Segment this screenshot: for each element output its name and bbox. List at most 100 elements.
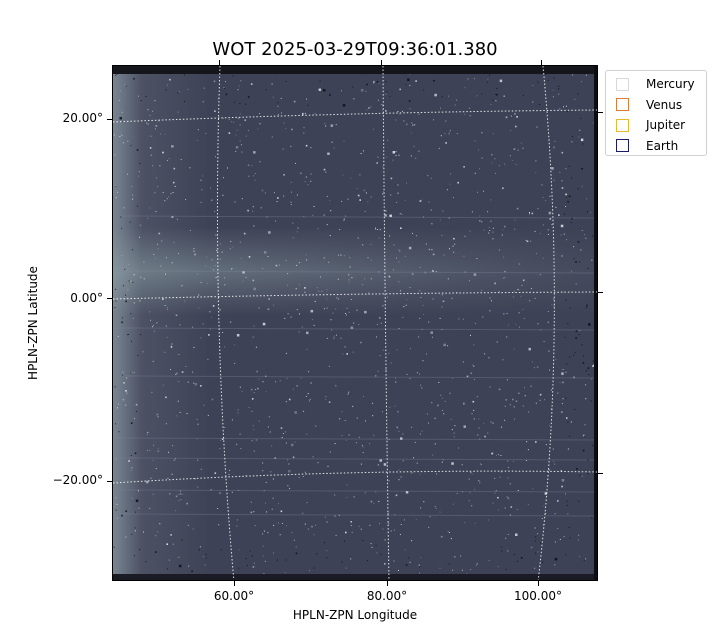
- noise-dot: [125, 510, 127, 512]
- noise-dot: [272, 552, 274, 554]
- noise-dot: [507, 534, 509, 535]
- noise-dot: [509, 155, 511, 157]
- noise-dot: [115, 423, 117, 425]
- noise-dot: [434, 506, 436, 508]
- noise-dot: [191, 570, 193, 573]
- noise-dot: [388, 480, 390, 482]
- noise-dot: [231, 268, 232, 270]
- noise-dot: [445, 120, 447, 122]
- noise-dot: [336, 334, 337, 336]
- noise-dot: [152, 360, 154, 362]
- noise-dot: [501, 234, 503, 236]
- noise-dot: [168, 196, 170, 198]
- noise-dot: [498, 388, 501, 391]
- noise-dot: [420, 384, 422, 386]
- noise-dot: [358, 525, 360, 527]
- noise-dot: [155, 535, 157, 537]
- noise-dot: [259, 123, 261, 125]
- noise-dot: [396, 202, 398, 203]
- noise-dot: [239, 113, 241, 115]
- noise-dot: [282, 148, 284, 150]
- noise-dot: [329, 451, 331, 453]
- noise-dot: [279, 534, 281, 536]
- noise-dot: [409, 348, 411, 350]
- noise-dot: [430, 209, 432, 211]
- noise-dot: [264, 192, 266, 194]
- noise-dot: [483, 190, 484, 192]
- noise-dot: [395, 119, 397, 121]
- noise-dot: [326, 337, 328, 339]
- noise-dot: [168, 158, 170, 160]
- noise-dot: [348, 279, 350, 281]
- noise-dot: [439, 511, 441, 513]
- noise-dot: [416, 372, 418, 374]
- noise-dot: [534, 527, 536, 529]
- noise-dot: [505, 537, 507, 539]
- noise-dot: [569, 356, 571, 358]
- noise-dot: [178, 354, 180, 355]
- noise-dot: [368, 292, 370, 294]
- legend-label: Jupiter: [646, 118, 686, 133]
- noise-dot: [227, 167, 228, 169]
- star-noise: [113, 66, 597, 580]
- streak-line: [113, 270, 597, 274]
- noise-dot: [456, 291, 458, 293]
- noise-dot: [287, 485, 289, 487]
- noise-dot: [387, 296, 388, 298]
- noise-dot: [306, 348, 308, 350]
- noise-dot: [487, 78, 489, 80]
- noise-dot: [253, 225, 255, 227]
- noise-dot: [127, 173, 128, 175]
- noise-dot: [492, 227, 494, 229]
- noise-dot: [336, 297, 338, 299]
- y-axis-label: HPLN-ZPN Latitude: [26, 266, 40, 380]
- noise-dot: [496, 88, 498, 89]
- noise-dot: [157, 243, 158, 245]
- noise-dot: [251, 440, 253, 442]
- noise-dot: [544, 399, 545, 401]
- noise-dot: [479, 220, 481, 222]
- noise-dot: [293, 539, 295, 541]
- noise-dot: [217, 508, 219, 509]
- xtick-mark: [387, 581, 388, 586]
- noise-dot: [517, 490, 519, 491]
- noise-dot: [357, 194, 360, 197]
- noise-dot: [558, 214, 560, 216]
- noise-dot: [133, 555, 135, 557]
- noise-dot: [581, 167, 583, 170]
- noise-dot: [196, 139, 198, 141]
- noise-dot: [290, 204, 292, 206]
- noise-dot: [154, 551, 157, 553]
- legend-item-venus: Venus: [616, 95, 706, 116]
- noise-dot: [253, 562, 255, 564]
- noise-dot: [502, 187, 504, 189]
- grid-lon-60: [216, 66, 235, 580]
- noise-dot: [230, 321, 232, 323]
- noise-dot: [395, 381, 397, 383]
- noise-dot: [316, 287, 318, 289]
- noise-dot: [343, 219, 345, 222]
- noise-dot: [492, 231, 494, 233]
- noise-dot: [273, 192, 275, 194]
- noise-dot: [299, 313, 300, 315]
- noise-dot: [338, 514, 340, 516]
- noise-dot: [438, 382, 440, 383]
- noise-dot: [291, 128, 293, 131]
- noise-dot: [164, 305, 166, 307]
- noise-dot: [272, 497, 274, 499]
- noise-dot: [515, 533, 518, 536]
- noise-dot: [119, 136, 121, 138]
- noise-dot: [225, 93, 228, 96]
- noise-dot: [124, 268, 126, 270]
- noise-dot: [295, 162, 296, 164]
- noise-dot: [329, 200, 331, 202]
- noise-dot: [542, 562, 544, 563]
- streak-line: [113, 327, 597, 331]
- noise-dot: [400, 437, 403, 440]
- noise-dot: [565, 193, 567, 196]
- noise-dot: [581, 475, 583, 477]
- noise-dot: [471, 413, 473, 415]
- noise-dot: [460, 555, 462, 557]
- noise-dot: [268, 231, 271, 234]
- noise-dot: [484, 353, 486, 355]
